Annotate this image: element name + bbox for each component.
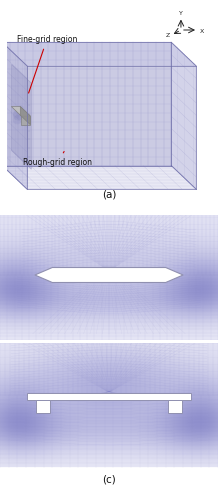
Ellipse shape [13, 111, 20, 118]
Polygon shape [171, 42, 196, 189]
Text: (c): (c) [102, 475, 116, 485]
Polygon shape [2, 42, 27, 189]
Polygon shape [2, 42, 171, 166]
Ellipse shape [13, 108, 25, 120]
Text: (a): (a) [102, 190, 116, 200]
Polygon shape [36, 400, 50, 413]
Polygon shape [168, 400, 182, 413]
Text: (b): (b) [102, 348, 116, 358]
Text: X: X [199, 29, 204, 34]
Polygon shape [12, 64, 31, 170]
Polygon shape [20, 106, 30, 124]
Polygon shape [21, 116, 30, 124]
Text: Z: Z [166, 34, 170, 38]
Polygon shape [11, 106, 30, 116]
Polygon shape [2, 166, 196, 189]
Polygon shape [2, 42, 196, 66]
Polygon shape [27, 393, 191, 400]
Text: Rough-grid region: Rough-grid region [23, 152, 92, 167]
Polygon shape [35, 268, 183, 282]
Ellipse shape [13, 114, 23, 124]
Ellipse shape [16, 105, 24, 114]
Text: Y: Y [179, 10, 183, 16]
Ellipse shape [16, 109, 27, 120]
Text: Fine-grid region: Fine-grid region [17, 35, 77, 93]
